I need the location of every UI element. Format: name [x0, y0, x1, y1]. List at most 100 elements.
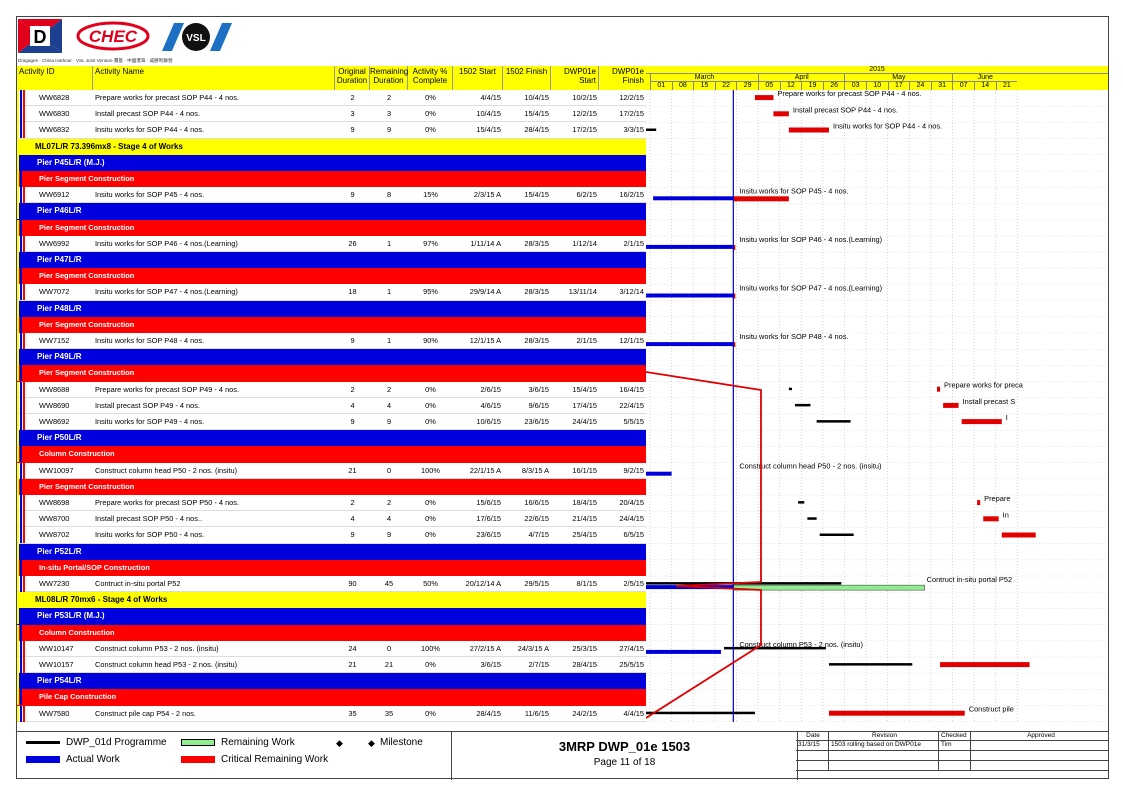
baseline-bar — [816, 420, 851, 423]
cell-activity-id: WW10097 — [39, 465, 74, 475]
table-row[interactable]: WW8700 Install precast SOP P50 - 4 nos.. 4… — [17, 511, 646, 528]
table-row[interactable]: WW6912 Insitu works for SOP P45 - 4 nos. 9… — [17, 187, 646, 204]
group-label: ML07L/R 73.396mx8 - Stage 4 of Works — [35, 141, 183, 151]
cell-activity-complete: 0% — [425, 530, 436, 540]
col-activity-id[interactable]: Activity ID — [17, 66, 93, 90]
page-frame — [16, 16, 1109, 779]
table-row[interactable]: WW6992 Insitu works for SOP P46 - 4 nos.(… — [17, 235, 646, 252]
hierarchy-stripe — [20, 187, 22, 204]
col-1502-start[interactable]: 1502 Start — [453, 66, 503, 90]
col-activity-name[interactable]: Activity Name — [93, 66, 335, 90]
cell-activity-name: Insitu works for SOP P44 - 4 nos. — [95, 125, 205, 135]
section-group-row[interactable]: Pier Segment Construction — [17, 268, 646, 285]
section-group-row[interactable]: Pile Cap Construction — [17, 689, 646, 706]
hierarchy-stripe — [20, 106, 22, 123]
cell-dwp01e-start: 8/1/15 — [576, 579, 597, 588]
rev-text: 1503 rolling based on DWP01e — [829, 741, 939, 751]
table-row[interactable]: WW10147 Construct column P53 - 2 nos. (in… — [17, 640, 646, 657]
table-row[interactable]: WW8690 Install precast SOP P49 - 4 nos. 4 4… — [17, 397, 646, 414]
cell-remaining-duration: 2 — [386, 384, 392, 394]
table-row[interactable]: WW8698 Prepare works for precast SOP P50 … — [17, 495, 646, 512]
timeline-week: 05 — [758, 82, 780, 90]
group-label: Pier Segment Construction — [39, 368, 135, 378]
table-row[interactable]: WW6832 Insitu works for SOP P44 - 4 nos. 9… — [17, 122, 646, 139]
hierarchy-stripe — [17, 414, 19, 430]
legend-dwp01d-swatch — [26, 741, 60, 744]
section-group-row[interactable]: Column Construction — [17, 624, 646, 641]
hierarchy-stripe — [17, 543, 19, 560]
pier-group-row[interactable]: Pier P47L/R — [17, 252, 646, 269]
hierarchy-stripe — [23, 235, 25, 252]
wbs-group-row[interactable]: ML07L/R 73.396mx8 - Stage 4 of Works — [17, 138, 646, 155]
milestone-icon: ◆ — [336, 738, 343, 748]
cell-dwp01e-finish: 27/4/15 — [619, 643, 644, 653]
table-row[interactable]: WW7580 Construct pile cap P54 - 2 nos. 35 3… — [17, 705, 646, 722]
hierarchy-stripe — [17, 608, 19, 625]
hierarchy-stripe — [17, 171, 19, 187]
section-group-row[interactable]: Pier Segment Construction — [17, 478, 646, 495]
cell-original-duration: 2 — [350, 384, 355, 394]
cell-dwp01e-finish: 3/3/15 — [623, 125, 644, 135]
group-label: Pier P45L/R (M.J.) — [37, 157, 105, 167]
section-group-row[interactable]: Pier Segment Construction — [17, 219, 646, 236]
cell-finish-1502: 23/6/15 — [524, 417, 549, 426]
pier-group-row[interactable]: Pier P54L/R — [17, 673, 646, 690]
hierarchy-stripe — [20, 381, 22, 398]
col-dwp01e-start[interactable]: DWP01e Start — [551, 66, 599, 90]
cell-remaining-duration: 2 — [386, 93, 392, 102]
legend-milestone-label: Milestone — [380, 737, 423, 748]
timeline-week: 26 — [822, 82, 845, 90]
cell-start-1502: 2/6/15 — [480, 384, 501, 394]
pier-group-row[interactable]: Pier P53L/R (M.J.) — [17, 608, 646, 625]
table-row[interactable]: WW7230 Contruct in-situ portal P52 90 45 50%… — [17, 576, 646, 593]
bar-label: Construct column head P50 - 2 nos. (insi… — [739, 462, 881, 471]
col-1502-finish[interactable]: 1502 Finish — [503, 66, 551, 90]
col-dwp01e-finish[interactable]: DWP01e Finish — [611, 67, 644, 85]
col-remaining-duration[interactable]: Remaining Duration — [370, 66, 408, 90]
cell-start-1502: 1/11/14 A — [470, 238, 501, 248]
section-group-row[interactable]: Pier Segment Construction — [17, 365, 646, 382]
cell-activity-complete: 0% — [425, 384, 436, 394]
cell-dwp01e-start: 17/4/15 — [572, 400, 597, 410]
section-group-row[interactable]: Pier Segment Construction — [17, 316, 646, 333]
cell-activity-complete: 100% — [421, 643, 440, 653]
section-group-row[interactable]: Column Construction — [17, 446, 646, 463]
hierarchy-stripe — [23, 187, 25, 204]
hierarchy-stripe — [17, 154, 19, 171]
legend-actual-label: Actual Work — [66, 754, 120, 765]
col-activity-complete[interactable]: Activity % Complete — [408, 66, 453, 90]
cell-dwp01e-start: 25/4/15 — [572, 530, 597, 540]
cell-start-1502: 17/6/15 — [476, 514, 501, 524]
group-label: Pier P47L/R — [37, 255, 82, 264]
table-row[interactable]: WW10097 Construct column head P50 - 2 nos… — [17, 462, 646, 479]
pier-group-row[interactable]: Pier P52L/R — [17, 543, 646, 560]
table-row[interactable]: WW7152 Insitu works for SOP P48 - 4 nos. 9… — [17, 333, 646, 350]
wbs-group-row[interactable]: ML08L/R 70mx6 - Stage 4 of Works — [17, 592, 646, 609]
section-group-row[interactable]: In-situ Portal/SOP Construction — [17, 559, 646, 576]
rev-empty-cell — [829, 761, 939, 771]
pier-group-row[interactable]: Pier P50L/R — [17, 430, 646, 447]
remaining-bar — [773, 111, 789, 117]
cell-activity-name: Insitu works for SOP P47 - 4 nos.(Learni… — [95, 287, 238, 297]
pier-group-row[interactable]: Pier P45L/R (M.J.) — [17, 154, 646, 171]
hierarchy-stripe — [17, 624, 19, 641]
table-row[interactable]: WW8688 Prepare works for precast SOP P49 … — [17, 381, 646, 398]
hierarchy-stripe — [23, 576, 25, 592]
col-original-duration[interactable]: Original Duration — [335, 66, 370, 90]
table-row[interactable]: WW8692 Insitu works for SOP P49 - 4 nos. 9… — [17, 414, 646, 431]
cell-original-duration: 3 — [350, 109, 355, 119]
pier-group-row[interactable]: Pier P46L/R — [17, 203, 646, 220]
pier-group-row[interactable]: Pier P49L/R — [17, 349, 646, 366]
table-row[interactable]: WW7072 Insitu works for SOP P47 - 4 nos.(… — [17, 284, 646, 301]
table-row[interactable]: WW10157 Construct column head P53 - 2 nos… — [17, 657, 646, 674]
pier-group-row[interactable]: Pier P48L/R — [17, 300, 646, 317]
cell-activity-name: Insitu works for SOP P49 - 4 nos. — [95, 417, 205, 426]
hierarchy-stripe — [20, 90, 22, 106]
rev-empty-cell — [939, 761, 971, 771]
table-row[interactable]: WW6830 Install precast SOP P44 - 4 nos. 3 3… — [17, 106, 646, 123]
baseline-bar — [819, 533, 854, 536]
section-group-row[interactable]: Pier Segment Construction — [17, 171, 646, 188]
table-row[interactable]: WW6828 Prepare works for precast SOP P44 … — [17, 90, 646, 107]
table-row[interactable]: WW8702 Insitu works for SOP P50 - 4 nos. 9… — [17, 527, 646, 544]
cell-original-duration: 18 — [348, 287, 357, 297]
